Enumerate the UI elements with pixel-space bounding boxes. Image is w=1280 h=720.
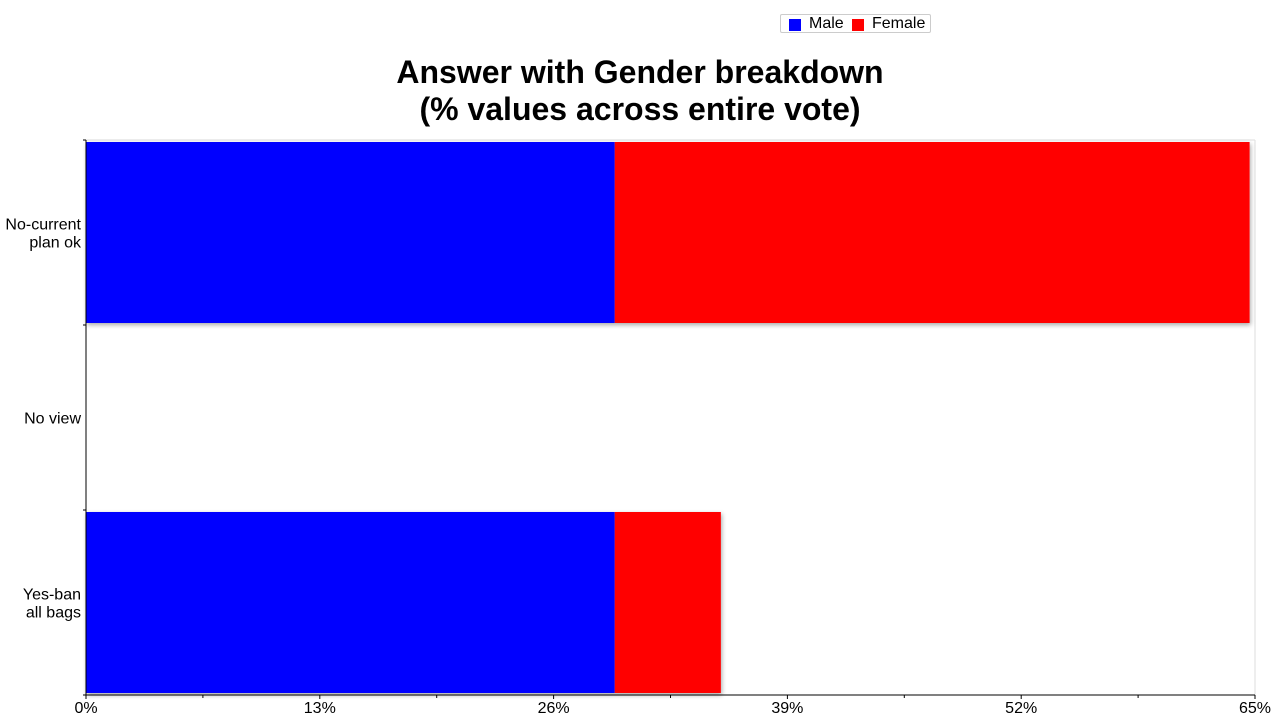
x-tick-label: 39%: [771, 700, 803, 717]
legend-label-female: Female: [872, 15, 926, 32]
bar-group: [86, 512, 721, 693]
category-label: No-current: [5, 217, 81, 234]
legend-swatch-female: [852, 19, 864, 31]
x-tick-label: 0%: [74, 700, 97, 717]
chart-title-line-2: (% values across entire vote): [419, 91, 861, 127]
legend-swatch-male: [789, 19, 801, 31]
category-label: plan ok: [29, 235, 82, 252]
bar-female: [614, 512, 721, 693]
bar-group: [86, 142, 1250, 323]
legend: Male Female: [780, 14, 931, 33]
category-label: No view: [24, 411, 81, 428]
bar-male: [86, 142, 615, 323]
x-tick-label: 13%: [304, 700, 336, 717]
chart-title-line-1: Answer with Gender breakdown: [396, 54, 884, 90]
category-label: all bags: [26, 605, 81, 622]
category-label: Yes-ban: [23, 587, 81, 604]
x-tick-label: 65%: [1239, 700, 1271, 717]
x-tick-label: 26%: [538, 700, 570, 717]
chart-title: Answer with Gender breakdown (% values a…: [0, 54, 1280, 128]
x-tick-label: 52%: [1005, 700, 1037, 717]
legend-label-male: Male: [809, 15, 844, 32]
bar-male: [86, 512, 615, 693]
bar-female: [614, 142, 1250, 323]
